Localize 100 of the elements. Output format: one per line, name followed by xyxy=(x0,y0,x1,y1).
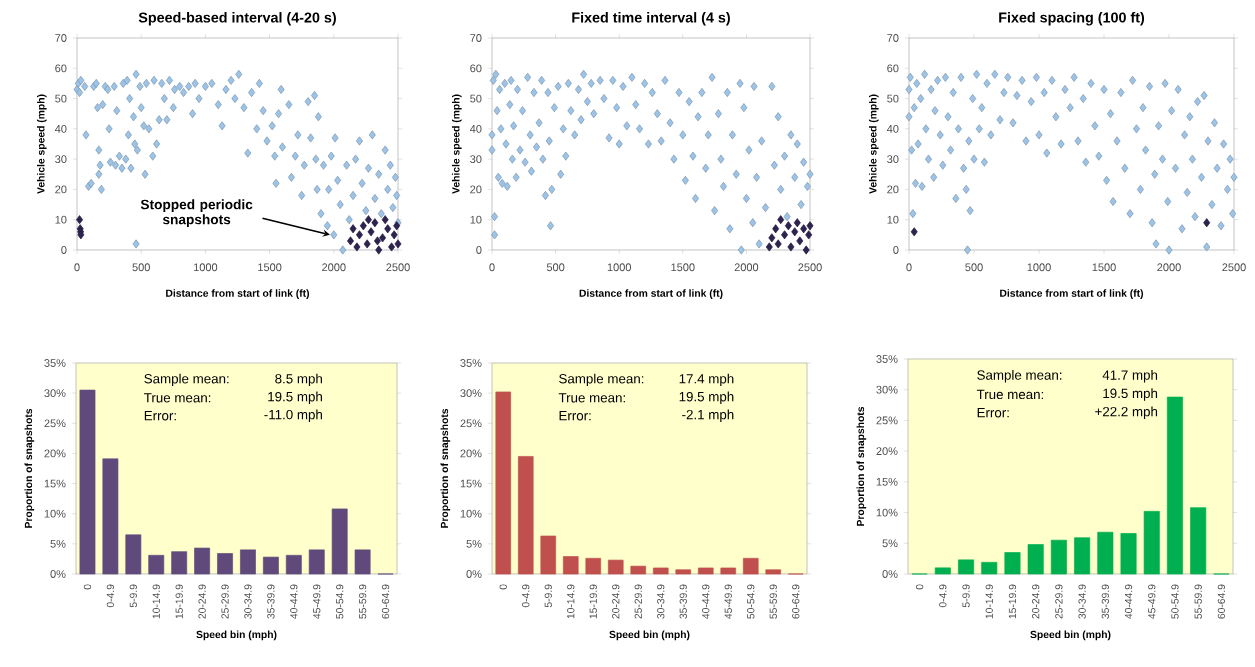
y-tick-label: 40 xyxy=(886,124,899,133)
y-tick-label: 20% xyxy=(876,447,898,456)
y-tick-label: 5% xyxy=(50,539,66,548)
y-tick-label: 20 xyxy=(887,185,899,194)
y-tick-label: 50 xyxy=(470,94,482,103)
x-tick-label: 2000 xyxy=(734,263,759,272)
x-tick-label: 0 xyxy=(906,263,912,272)
y-tick-label: 60 xyxy=(470,64,482,73)
y-tick-label: 35% xyxy=(876,355,898,363)
x-axis-title: Speed bin (mph) xyxy=(1030,630,1111,641)
x-tick-label: 1500 xyxy=(258,263,282,272)
x-tick-label: 15-19.9 xyxy=(175,584,183,619)
y-tick-label: 10% xyxy=(44,509,66,518)
x-tick-label: 20-24.9 xyxy=(198,584,206,619)
annotation: Sample mean: xyxy=(144,373,229,387)
x-tick-label: 0 xyxy=(74,263,80,272)
y-tick-label: 30 xyxy=(887,155,899,164)
chart-title: Speed-based interval (4-20 s) xyxy=(138,12,336,26)
x-axis-title: Distance from start of link (ft) xyxy=(579,289,723,299)
y-tick-label: 30% xyxy=(876,385,898,394)
annotation: Sample mean: xyxy=(559,373,644,387)
x-tick-label: 20-24.9 xyxy=(1032,584,1040,619)
x-tick-label: 5-9.9 xyxy=(544,584,552,608)
x-tick-label: 1500 xyxy=(1092,263,1116,272)
y-tick-label: 10 xyxy=(887,215,899,224)
y-axis-title: Vehicle speed (mph) xyxy=(36,94,47,194)
y-tick-label: 30% xyxy=(460,389,482,398)
y-tick-label: 15% xyxy=(876,477,898,486)
y-tick-label: 0% xyxy=(882,570,898,578)
x-tick-label: 2500 xyxy=(1222,263,1246,272)
y-tick-label: 70 xyxy=(55,34,67,42)
x-tick-label: 25-29.9 xyxy=(1055,584,1063,619)
x-axis-title: Speed bin (mph) xyxy=(196,630,277,641)
x-tick-label: 1000 xyxy=(1027,263,1051,272)
x-tick-label: 40-44.9 xyxy=(702,584,710,619)
annotation: 19.5 mph xyxy=(679,391,734,405)
annotation: 8.5 mph xyxy=(275,373,322,387)
x-tick-label: 45-49.9 xyxy=(1148,584,1156,619)
x-tick-label: 60-64.9 xyxy=(1217,584,1226,619)
y-tick-label: 5% xyxy=(882,539,898,548)
y-tick-label: 15% xyxy=(44,479,66,488)
x-tick-label: 0 xyxy=(83,584,92,590)
x-tick-label: 50-54.9 xyxy=(336,584,344,619)
annotation: 41.7 mph xyxy=(1102,369,1158,383)
x-tick-label: 60-64.9 xyxy=(792,584,800,619)
x-tick-label: 45-49.9 xyxy=(313,584,321,619)
x-tick-label: 5-9.9 xyxy=(962,584,970,608)
x-tick-label: 55-59.9 xyxy=(769,584,777,619)
x-tick-label: 1000 xyxy=(607,263,632,272)
x-tick-label: 30-34.9 xyxy=(244,584,252,619)
x-axis-title: Speed bin (mph) xyxy=(609,630,690,641)
x-tick-label: 15-19.9 xyxy=(589,584,597,619)
x-tick-label: 0-4.9 xyxy=(939,584,947,608)
x-tick-label: 15-19.9 xyxy=(1008,584,1017,619)
y-tick-label: 0% xyxy=(50,570,66,578)
annotation: True mean: xyxy=(976,389,1044,400)
chart-title: Fixed spacing (100 ft) xyxy=(999,12,1145,26)
x-tick-label: 2000 xyxy=(1157,263,1181,272)
x-axis-title: Distance from start of link (ft) xyxy=(166,289,310,299)
annotation: Error: xyxy=(559,411,591,421)
x-tick-label: 10-14.9 xyxy=(985,584,993,619)
x-tick-label: 500 xyxy=(546,263,565,272)
x-tick-label: 30-34.9 xyxy=(1078,584,1086,619)
x-tick-label: 35-39.9 xyxy=(267,584,275,619)
x-tick-label: 10-14.9 xyxy=(567,584,575,619)
annotation: True mean: xyxy=(144,393,211,403)
y-tick-label: 50 xyxy=(887,94,899,103)
x-tick-label: 0 xyxy=(499,584,507,590)
y-tick-label: 0% xyxy=(466,570,482,578)
x-tick-label: 50-54.9 xyxy=(747,584,755,619)
y-tick-label: 10 xyxy=(470,215,482,224)
x-tick-label: 10-14.9 xyxy=(152,584,160,619)
y-axis-title: Proportion of snapshots xyxy=(440,408,451,528)
y-tick-label: 25% xyxy=(876,416,898,425)
x-tick-label: 2500 xyxy=(798,263,822,272)
x-tick-label: 25-29.9 xyxy=(634,584,642,619)
annotation: Error: xyxy=(144,411,176,421)
x-tick-label: 0-4.9 xyxy=(522,584,530,608)
y-tick-label: 0 xyxy=(476,246,482,254)
x-tick-label: 50-54.9 xyxy=(1171,584,1179,619)
x-tick-label: 25-29.9 xyxy=(221,584,229,619)
x-tick-label: 30-34.9 xyxy=(657,584,665,619)
y-tick-label: 25% xyxy=(460,419,482,428)
x-tick-label: 40-44.9 xyxy=(1124,584,1133,619)
y-tick-label: 30% xyxy=(44,389,66,398)
annotation: Sample mean: xyxy=(977,369,1062,383)
annotation: 19.5 mph xyxy=(1103,388,1158,401)
x-tick-label: 60-64.9 xyxy=(381,584,390,619)
y-tick-label: 70 xyxy=(887,34,899,42)
x-tick-label: 1500 xyxy=(671,263,695,272)
x-tick-label: 40-44.9 xyxy=(290,584,298,619)
y-tick-label: 0 xyxy=(61,246,67,254)
x-tick-label: 500 xyxy=(132,263,150,272)
annotation: True mean: xyxy=(558,393,625,403)
x-tick-label: 0-4.9 xyxy=(106,584,115,608)
y-tick-label: 60 xyxy=(887,64,899,73)
annotation: Stopped periodic snapshots xyxy=(140,199,253,228)
y-tick-label: 10% xyxy=(460,509,482,518)
x-tick-label: 20-24.9 xyxy=(612,584,620,619)
y-tick-label: 20 xyxy=(55,185,67,194)
